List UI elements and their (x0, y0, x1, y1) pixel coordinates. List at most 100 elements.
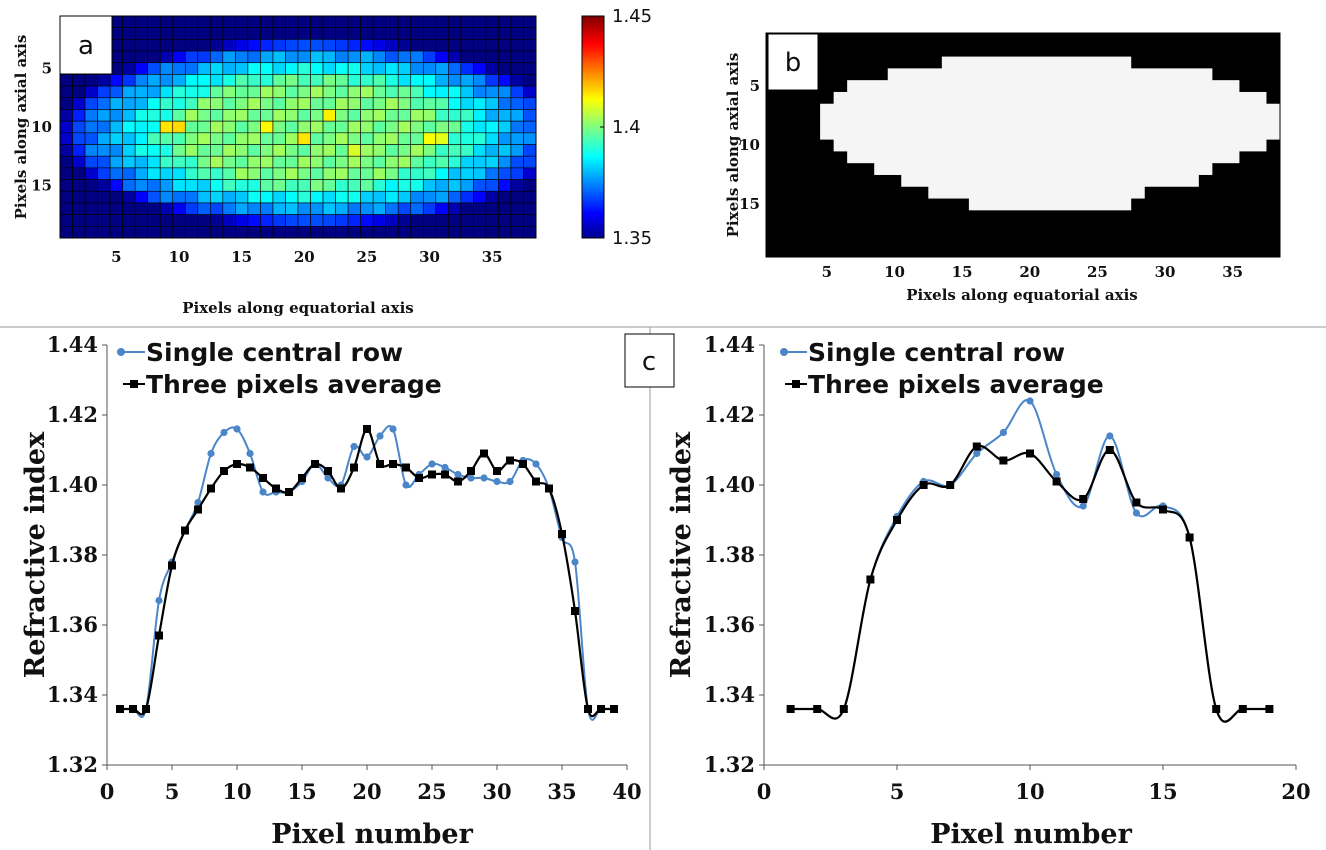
heatmap-cell (272, 27, 286, 40)
mask-row-span (847, 80, 1240, 93)
heatmap-cell (184, 214, 199, 227)
heatmap-cell (448, 190, 462, 204)
heatmap-cell (297, 179, 311, 192)
c-left-point-single-row (532, 460, 540, 468)
heatmap-cell (360, 179, 374, 192)
heatmap-cell (385, 120, 399, 134)
heatmap-cell (335, 50, 349, 64)
heatmap-cell (335, 15, 349, 28)
c-left-point-three-avg (155, 631, 163, 640)
heatmap-cell (122, 190, 136, 204)
heatmap-cell (510, 214, 524, 227)
heatmap-cell (285, 202, 299, 215)
heatmap-cell (347, 97, 361, 110)
heatmap-cell (59, 85, 73, 99)
heatmap-cell (210, 120, 224, 134)
heatmap-cell (310, 132, 324, 145)
heatmap-cell (134, 62, 148, 75)
heatmap-cell (510, 120, 524, 134)
c-left-point-three-avg (246, 463, 254, 472)
c-left-xtick-label: 40 (612, 779, 641, 804)
heatmap-cell (360, 190, 374, 204)
heatmap-cell (247, 167, 261, 180)
heatmap-cell (473, 202, 487, 215)
panel-b-label-box (767, 33, 819, 91)
heatmap-cell (172, 202, 186, 215)
heatmap-cell (210, 179, 224, 192)
c-left-series-line (120, 427, 614, 718)
heatmap-cell (397, 39, 412, 52)
heatmap-cell (59, 109, 73, 122)
c-left-xtick-label: 20 (352, 779, 381, 804)
heatmap-cell (435, 15, 449, 28)
panel-b-ticks: 5 10 15 20 25 30 35 5 10 15 (739, 77, 1243, 281)
heatmap-cell (498, 39, 512, 52)
heatmap-cell (385, 85, 399, 99)
heatmap-cell (297, 85, 311, 99)
heatmap-cell (448, 167, 462, 180)
heatmap-cell (448, 85, 462, 99)
c-left-point-three-avg (259, 474, 267, 482)
c-left-ytick-label: 1.32 (47, 752, 98, 777)
panel-b-ytick-label: 5 (750, 77, 760, 95)
c-left-point-single-row (324, 474, 332, 482)
heatmap-cell (122, 202, 136, 215)
heatmap-cell (473, 132, 487, 145)
heatmap-cell (347, 179, 361, 192)
heatmap-cell (272, 85, 286, 99)
heatmap-cell (385, 167, 399, 180)
heatmap-cell (285, 62, 299, 75)
heatmap-cell (122, 167, 136, 180)
heatmap-cell (172, 50, 186, 64)
heatmap-cell (385, 226, 399, 239)
heatmap-cell (197, 202, 211, 215)
heatmap-cell (235, 62, 249, 75)
heatmap-cell (347, 155, 361, 169)
heatmap-cell (97, 97, 111, 110)
heatmap-cell (422, 39, 437, 52)
panel-c-right-ylabel: Refractive index (666, 431, 697, 678)
heatmap-cell (159, 27, 174, 40)
heatmap-cell (210, 190, 224, 204)
heatmap-cell (97, 120, 111, 134)
heatmap-cell (460, 179, 474, 192)
heatmap-cell (109, 155, 123, 169)
panel-b-xtick-label: 15 (952, 263, 973, 281)
heatmap-cell (435, 155, 449, 169)
heatmap-cell (435, 120, 449, 134)
mask-row-span (928, 186, 1145, 199)
heatmap-cell (322, 74, 336, 87)
heatmap-cell (310, 97, 324, 110)
heatmap-cell (523, 132, 537, 145)
heatmap-cell (159, 120, 174, 134)
heatmap-cell (184, 62, 199, 75)
heatmap-cell (435, 50, 449, 64)
heatmap-cell (122, 62, 136, 75)
heatmap-cell (397, 214, 412, 227)
heatmap-cell (235, 109, 249, 122)
heatmap-cell (147, 190, 161, 204)
c-left-ytick-label: 1.44 (47, 332, 98, 357)
heatmap-cell (222, 144, 236, 157)
heatmap-cell (473, 97, 487, 110)
heatmap-cell (523, 109, 537, 122)
heatmap-cell (109, 120, 123, 134)
heatmap-cell (360, 39, 374, 52)
heatmap-cell (109, 202, 123, 215)
c-right-point-single-row (999, 428, 1008, 437)
heatmap-cell (410, 214, 424, 227)
heatmap-cell (235, 50, 249, 64)
heatmap-cell (360, 202, 374, 215)
heatmap-cell (109, 144, 123, 157)
heatmap-cell (297, 27, 311, 40)
heatmap-cell (397, 50, 412, 64)
heatmap-cell (122, 27, 136, 40)
c-left-xtick-label: 5 (165, 779, 180, 804)
heatmap-cell (122, 155, 136, 169)
heatmap-cell (410, 62, 424, 75)
c-left-xtick-label: 25 (417, 779, 446, 804)
heatmap-cell (84, 120, 98, 134)
heatmap-cell (235, 85, 249, 99)
heatmap-cell (297, 167, 311, 180)
heatmap-cell (523, 190, 537, 204)
